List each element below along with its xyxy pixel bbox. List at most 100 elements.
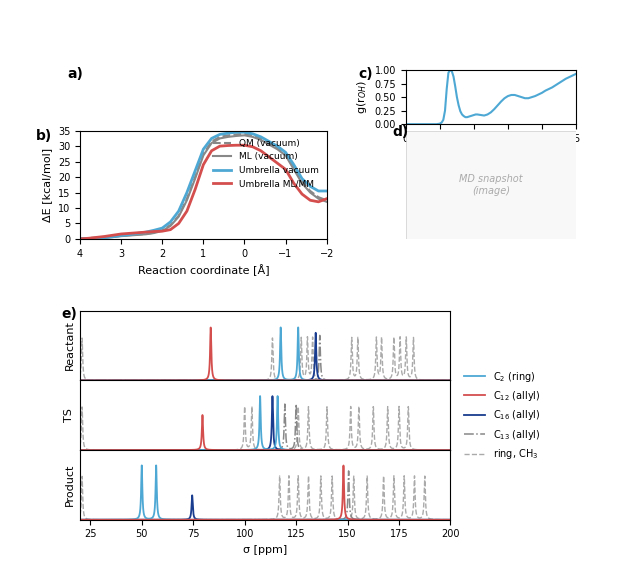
- Umbrella ML/MM: [323, 195, 330, 202]
- QM (vacuum): [257, 135, 265, 142]
- Umbrella vacuum: [298, 175, 306, 182]
- Umbrella ML/MM: [273, 159, 281, 166]
- Text: a): a): [68, 67, 84, 81]
- Umbrella ML/MM: [224, 142, 232, 149]
- QM (vacuum): [76, 235, 84, 242]
- Text: d): d): [392, 126, 408, 139]
- QM (vacuum): [117, 232, 125, 239]
- Umbrella vacuum: [241, 128, 248, 135]
- Umbrella vacuum: [175, 207, 182, 214]
- QM (vacuum): [307, 187, 314, 194]
- QM (vacuum): [273, 144, 281, 151]
- QM (vacuum): [282, 150, 289, 157]
- QM (vacuum): [208, 138, 216, 145]
- Umbrella vacuum: [76, 235, 84, 242]
- Umbrella ML/MM: [191, 186, 199, 193]
- ML (vacuum): [125, 232, 133, 239]
- Umbrella vacuum: [273, 142, 281, 150]
- Umbrella ML/MM: [307, 197, 314, 204]
- Umbrella ML/MM: [282, 166, 289, 173]
- Line: QM (vacuum): QM (vacuum): [80, 134, 326, 238]
- Umbrella vacuum: [232, 128, 240, 135]
- Umbrella vacuum: [257, 133, 265, 140]
- Umbrella ML/MM: [84, 235, 92, 242]
- Umbrella vacuum: [101, 234, 109, 241]
- QM (vacuum): [183, 195, 191, 202]
- QM (vacuum): [232, 131, 240, 138]
- ML (vacuum): [315, 195, 323, 202]
- Umbrella vacuum: [93, 235, 100, 242]
- Umbrella vacuum: [142, 228, 150, 235]
- Umbrella ML/MM: [298, 190, 306, 197]
- ML (vacuum): [282, 152, 289, 159]
- ML (vacuum): [216, 135, 223, 142]
- ML (vacuum): [249, 133, 257, 140]
- Y-axis label: Product: Product: [65, 464, 74, 506]
- Umbrella vacuum: [307, 183, 314, 190]
- Umbrella ML/MM: [266, 154, 273, 161]
- Umbrella ML/MM: [93, 234, 100, 241]
- ML (vacuum): [257, 137, 265, 144]
- X-axis label: σ [ppm]: σ [ppm]: [243, 545, 287, 555]
- ML (vacuum): [166, 223, 174, 230]
- Umbrella ML/MM: [208, 147, 216, 154]
- Line: ML (vacuum): ML (vacuum): [80, 135, 326, 239]
- ML (vacuum): [266, 141, 273, 148]
- Umbrella ML/MM: [241, 142, 248, 149]
- Y-axis label: TS: TS: [65, 408, 74, 422]
- QM (vacuum): [266, 140, 273, 147]
- Umbrella ML/MM: [142, 228, 150, 235]
- QM (vacuum): [150, 230, 158, 237]
- Umbrella ML/MM: [117, 231, 125, 238]
- QM (vacuum): [109, 233, 116, 240]
- QM (vacuum): [290, 164, 298, 171]
- QM (vacuum): [175, 212, 182, 219]
- ML (vacuum): [142, 231, 150, 238]
- Umbrella ML/MM: [150, 228, 158, 235]
- ML (vacuum): [101, 234, 109, 241]
- Text: b): b): [36, 128, 52, 142]
- ML (vacuum): [224, 133, 232, 140]
- ML (vacuum): [158, 227, 166, 234]
- Umbrella ML/MM: [76, 235, 84, 242]
- Line: Umbrella ML/MM: Umbrella ML/MM: [80, 145, 326, 239]
- QM (vacuum): [241, 130, 248, 137]
- Umbrella ML/MM: [158, 228, 166, 235]
- Umbrella ML/MM: [166, 226, 174, 233]
- ML (vacuum): [117, 232, 125, 239]
- Umbrella ML/MM: [257, 147, 265, 154]
- Umbrella vacuum: [208, 135, 216, 142]
- ML (vacuum): [134, 231, 141, 238]
- ML (vacuum): [84, 235, 92, 242]
- Umbrella ML/MM: [134, 230, 141, 237]
- Umbrella ML/MM: [109, 232, 116, 239]
- Umbrella ML/MM: [216, 142, 223, 150]
- QM (vacuum): [298, 178, 306, 185]
- Umbrella ML/MM: [175, 220, 182, 227]
- QM (vacuum): [84, 235, 92, 242]
- QM (vacuum): [216, 133, 223, 140]
- Umbrella vacuum: [150, 227, 158, 234]
- Text: e): e): [61, 307, 77, 321]
- Umbrella vacuum: [249, 130, 257, 137]
- QM (vacuum): [200, 150, 207, 157]
- QM (vacuum): [93, 234, 100, 241]
- Umbrella vacuum: [290, 161, 298, 168]
- Umbrella vacuum: [125, 231, 133, 238]
- Umbrella ML/MM: [290, 180, 298, 187]
- ML (vacuum): [175, 213, 182, 220]
- Umbrella vacuum: [183, 189, 191, 196]
- ML (vacuum): [109, 234, 116, 241]
- Umbrella ML/MM: [232, 142, 240, 149]
- ML (vacuum): [307, 189, 314, 196]
- QM (vacuum): [166, 221, 174, 228]
- Umbrella ML/MM: [183, 207, 191, 214]
- X-axis label: r$_{OH}$ [Å]: r$_{OH}$ [Å]: [472, 150, 510, 165]
- ML (vacuum): [93, 235, 100, 242]
- ML (vacuum): [150, 230, 158, 237]
- Umbrella ML/MM: [125, 230, 133, 237]
- ML (vacuum): [323, 199, 330, 206]
- Umbrella vacuum: [266, 138, 273, 145]
- QM (vacuum): [158, 227, 166, 234]
- ML (vacuum): [200, 152, 207, 159]
